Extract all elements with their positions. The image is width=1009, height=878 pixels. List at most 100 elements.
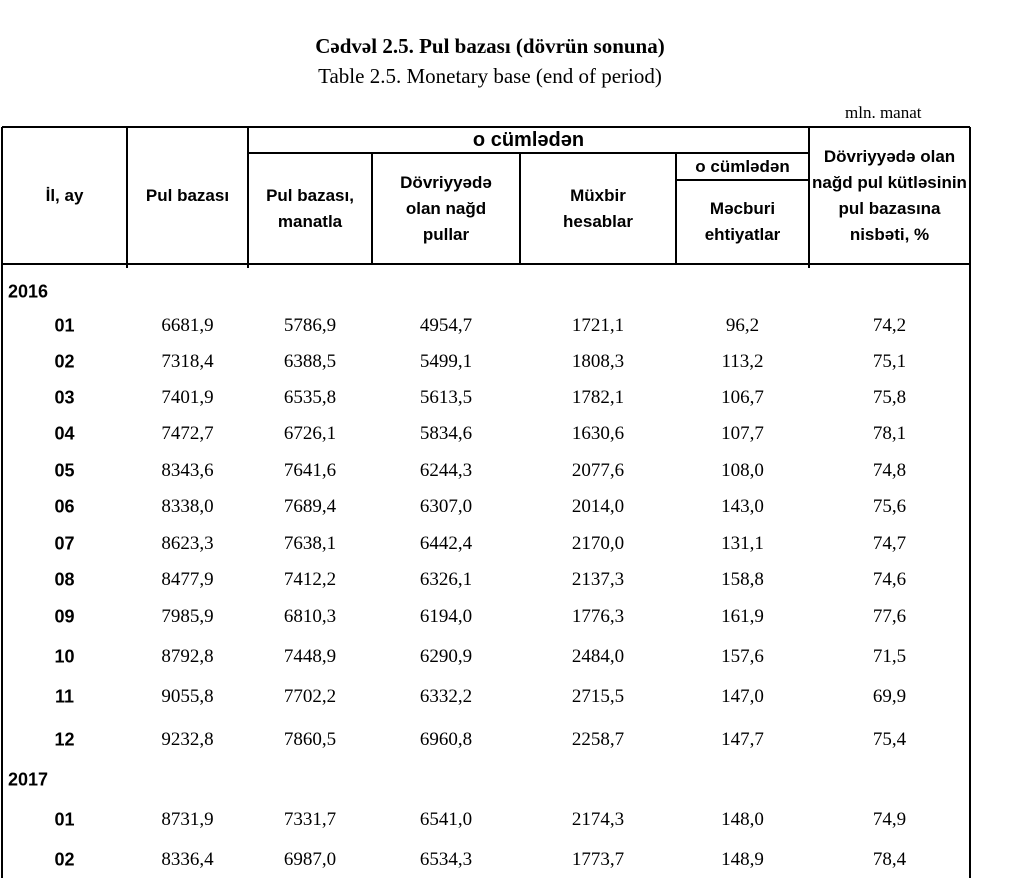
value-cell: 74,6 [872, 569, 907, 590]
value-cell: 7641,6 [283, 460, 337, 481]
value-cell: 78,4 [872, 849, 907, 870]
column-header: İl, ay [45, 185, 84, 205]
value-cell: 7472,7 [161, 423, 214, 444]
value-cell: 8338,0 [161, 496, 214, 517]
value-cell: 74,8 [872, 460, 907, 481]
column-header: Müxbir hesablar [520, 153, 676, 264]
title: Cədvəl 2.5. Pul bazası (dövrün sonuna) [315, 34, 665, 58]
value-cell: 7689,4 [283, 496, 337, 517]
value-cell: 106,7 [721, 387, 764, 408]
value-cell: 7318,4 [161, 351, 214, 372]
column-header: Pul bazası [145, 185, 230, 205]
value-cell: 6326,1 [419, 569, 473, 590]
value-cell: 6541,0 [419, 809, 473, 830]
header-text: Müxbir hesablar [563, 185, 633, 231]
month-label: 10 [54, 646, 75, 667]
year-label: 2017 [8, 769, 49, 790]
month-label: 03 [54, 387, 75, 408]
month-label: 08 [54, 569, 75, 590]
value-cell: 1773,7 [571, 849, 625, 870]
value-cell: 143,0 [721, 496, 764, 517]
value-cell: 6810,3 [283, 606, 337, 627]
value-cell: 74,7 [872, 533, 907, 554]
value-cell: 5613,5 [419, 387, 473, 408]
value-cell: 78,1 [872, 423, 907, 444]
value-cell: 75,6 [872, 496, 907, 517]
month-label: 02 [54, 351, 75, 372]
header-text: Pul bazası, manatla [266, 185, 354, 231]
value-cell: 7331,7 [283, 809, 337, 830]
header-text: Dövriyyədə olan nağd pul kütləsinin pul … [812, 146, 967, 244]
value-cell: 75,4 [872, 729, 907, 750]
value-cell: 8731,9 [161, 809, 214, 830]
value-cell: 71,5 [872, 646, 907, 667]
value-cell: 2014,0 [571, 496, 625, 517]
month-label: 11 [54, 686, 75, 707]
value-cell: 1782,1 [571, 387, 625, 408]
value-cell: 147,7 [721, 729, 764, 750]
value-cell: 6960,8 [419, 729, 473, 750]
column-header: o cümlədən [472, 129, 585, 151]
value-cell: 74,9 [872, 809, 907, 830]
month-label: 02 [54, 849, 75, 870]
value-cell: 75,8 [872, 387, 907, 408]
value-cell: 6194,0 [419, 606, 473, 627]
value-cell: 1630,6 [571, 423, 625, 444]
subtitle: Table 2.5. Monetary base (end of period) [318, 64, 662, 88]
value-cell: 6535,8 [283, 387, 337, 408]
value-cell: 158,8 [721, 569, 764, 590]
value-cell: 4954,7 [419, 315, 473, 336]
value-cell: 2174,3 [571, 809, 625, 830]
value-cell: 7860,5 [283, 729, 337, 750]
value-cell: 1721,1 [571, 315, 625, 336]
value-cell: 6987,0 [283, 849, 337, 870]
month-label: 04 [54, 423, 75, 444]
value-cell: 69,9 [872, 686, 907, 707]
value-cell: 6681,9 [161, 315, 214, 336]
month-label: 12 [54, 729, 75, 750]
month-label: 06 [54, 496, 75, 517]
value-cell: 131,1 [721, 533, 764, 554]
value-cell: 2170,0 [571, 533, 625, 554]
unit: mln. manat [845, 103, 922, 122]
month-label: 05 [54, 460, 75, 481]
value-cell: 7448,9 [283, 646, 337, 667]
value-cell: 107,7 [721, 423, 764, 444]
value-cell: 113,2 [721, 351, 764, 372]
value-cell: 75,1 [872, 351, 907, 372]
value-cell: 6442,4 [419, 533, 473, 554]
value-cell: 6290,9 [419, 646, 473, 667]
value-cell: 157,6 [721, 646, 764, 667]
value-cell: 5499,1 [419, 351, 473, 372]
month-label: 09 [54, 606, 75, 627]
column-header: o cümlədən [695, 156, 790, 176]
value-cell: 8336,4 [161, 849, 214, 870]
value-cell: 5786,9 [283, 315, 337, 336]
value-cell: 108,0 [721, 460, 764, 481]
value-cell: 6332,2 [419, 686, 473, 707]
value-cell: 161,9 [721, 606, 764, 627]
value-cell: 7702,2 [283, 686, 337, 707]
value-cell: 7401,9 [161, 387, 214, 408]
month-label: 01 [54, 809, 75, 830]
value-cell: 7985,9 [161, 606, 214, 627]
value-cell: 8792,8 [161, 646, 214, 667]
value-cell: 148,9 [721, 849, 764, 870]
value-cell: 74,2 [872, 315, 907, 336]
value-cell: 6307,0 [419, 496, 473, 517]
value-cell: 6726,1 [283, 423, 337, 444]
value-cell: 148,0 [721, 809, 764, 830]
value-cell: 6244,3 [419, 460, 473, 481]
column-header: Dövriyyədə olan nağd pul kütləsinin pul … [809, 127, 970, 264]
value-cell: 2484,0 [571, 646, 625, 667]
header-text: Dövriyyədə olan nağd pullar [400, 172, 492, 244]
value-cell: 2715,5 [571, 686, 625, 707]
column-header: Dövriyyədə olan nağd pullar [372, 153, 520, 264]
year-label: 2016 [8, 281, 49, 302]
value-cell: 2137,3 [571, 569, 625, 590]
header-text: Məcburi ehtiyatlar [704, 199, 781, 244]
value-cell: 8477,9 [161, 569, 214, 590]
month-label: 07 [54, 533, 75, 554]
value-cell: 8623,3 [161, 533, 214, 554]
